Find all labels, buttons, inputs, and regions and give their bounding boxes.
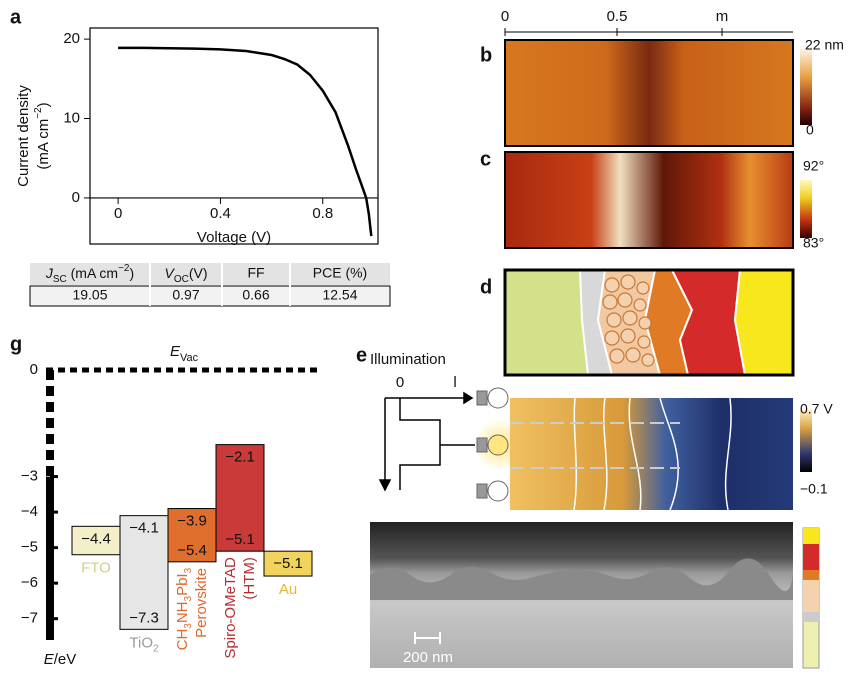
- panel-label: g: [10, 333, 22, 355]
- label-segment: 2: [153, 643, 159, 654]
- panel-label: e: [356, 344, 367, 366]
- bulbs: [477, 388, 508, 501]
- top-value-label: −5.1: [273, 555, 303, 572]
- y-axis-label: Current density: [15, 85, 32, 187]
- table-cell: 12.54: [322, 287, 357, 303]
- y-tick-label: 10: [63, 109, 80, 126]
- colorbar-label: 0: [806, 122, 814, 138]
- y-tick-label: −7: [21, 610, 38, 627]
- colorbar: [800, 180, 812, 238]
- panel-label: b: [480, 44, 492, 66]
- y-axis-label: E/eV: [44, 651, 77, 668]
- table-cell: 0.66: [242, 287, 269, 303]
- material-label: Au: [279, 581, 297, 598]
- colorbar-label: 22 nm: [805, 37, 844, 53]
- label-segment: TiO: [129, 634, 153, 651]
- material-label: FTO: [81, 560, 111, 577]
- x-tick-label: 0.4: [210, 205, 231, 222]
- strip-tio2: [803, 612, 819, 622]
- label-segment: (HTM): [241, 557, 258, 599]
- reference-label: EVac: [170, 343, 199, 364]
- table-cell: 0.97: [172, 287, 199, 303]
- strip-perovskite: [803, 570, 819, 580]
- material-label: (HTM): [241, 557, 258, 599]
- illumination-start: 0: [396, 374, 404, 391]
- figure: a b c d e f g Voltage (V) Current densit…: [0, 0, 857, 673]
- bottom-value-label: −5.4: [177, 542, 207, 559]
- strip-htm: [803, 544, 819, 570]
- panel-label: a: [10, 6, 22, 28]
- scale-label: m: [716, 8, 729, 25]
- label-segment: FTO: [81, 560, 111, 577]
- colorbar-label: 0.7 V: [800, 401, 833, 417]
- x-tick-label: 0.8: [312, 205, 333, 222]
- scale-label: 0: [501, 8, 509, 25]
- label-segment: Spiro-OMeTAD: [222, 557, 239, 659]
- y-tick-label: −3: [21, 468, 38, 485]
- material-label: Perovskite: [193, 568, 210, 638]
- colorbar-label: −0.1: [800, 481, 828, 497]
- colorbar: [800, 410, 812, 472]
- top-value-label: −3.9: [177, 513, 207, 530]
- table-cell: 19.05: [72, 287, 107, 303]
- label-segment: CH: [174, 629, 191, 651]
- scale-bar-label: 200 nm: [403, 649, 453, 666]
- bottom-value-label: −7.3: [129, 609, 159, 626]
- layer-schematic: [505, 270, 793, 375]
- afm-height-image: [505, 40, 793, 146]
- scale-label: 0.5: [607, 8, 628, 25]
- panel-label: c: [480, 148, 491, 170]
- jv-curve: [118, 48, 371, 236]
- material-label: TiO2: [129, 634, 159, 654]
- colorbar: [800, 45, 812, 125]
- panel-label: d: [480, 276, 492, 298]
- x-tick-label: 0: [114, 205, 122, 222]
- table-header: PCE (%): [313, 265, 367, 281]
- y-axis-label: (mA cm−2): [33, 102, 52, 169]
- material-label: CH3NH3PbI3: [174, 567, 194, 650]
- material-label: Spiro-OMeTAD: [222, 557, 239, 659]
- y-tick-label: −5: [21, 539, 38, 556]
- label-segment: Au: [279, 581, 297, 598]
- label-segment: Perovskite: [193, 568, 210, 638]
- top-value-label: −2.1: [225, 449, 255, 466]
- illumination-title: Illumination: [370, 351, 446, 368]
- label-segment: NH: [174, 601, 191, 623]
- y-tick-label: −4: [21, 503, 38, 520]
- colorbar-label: 92°: [803, 158, 824, 174]
- bottom-value-label: −5.1: [225, 531, 255, 548]
- colorbar-label: 83°: [803, 235, 824, 251]
- illumination-diagram: [380, 393, 475, 490]
- strip-meso: [803, 580, 819, 612]
- table-header: FF: [247, 265, 264, 281]
- y-tick-label: 20: [63, 30, 80, 47]
- top-value-label: −4.4: [81, 530, 111, 547]
- plot-frame: [90, 28, 378, 244]
- y-tick-label: −6: [21, 574, 38, 591]
- table: JSC (mA cm−2) VOC(V) FF PCE (%) 19.05 0.…: [30, 263, 390, 306]
- phase-image: [505, 152, 793, 248]
- illumination-end: l: [453, 374, 456, 391]
- top-value-label: −4.1: [129, 520, 159, 537]
- au-region: [735, 270, 793, 375]
- y-tick-label: 0: [30, 361, 38, 378]
- label-segment: PbI: [174, 573, 191, 596]
- kpfm-image: [510, 398, 793, 510]
- strip-au: [803, 528, 819, 544]
- y-tick-label: 0: [72, 189, 80, 206]
